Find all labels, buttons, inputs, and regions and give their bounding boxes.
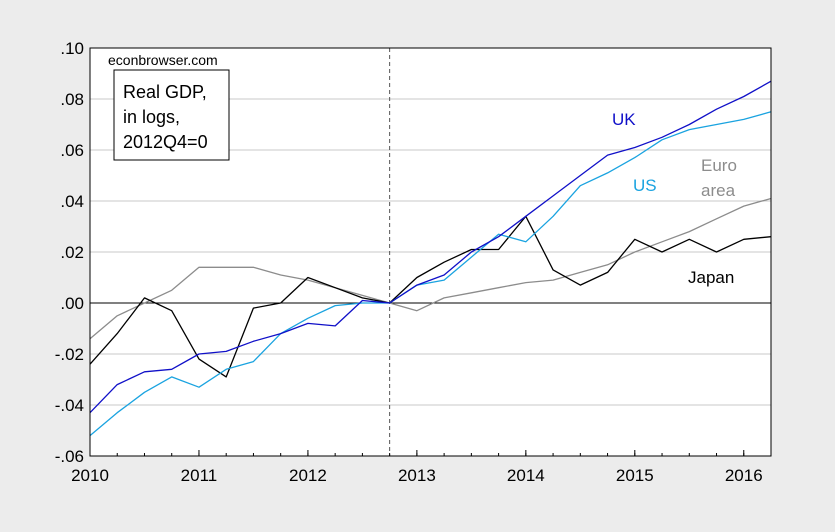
legend-box-line-2: in logs, xyxy=(123,107,180,127)
series-line-us xyxy=(89,111,772,437)
watermark: econbrowser.com xyxy=(108,52,218,68)
y-tick-label: .00 xyxy=(60,294,84,313)
x-tick-label: 2015 xyxy=(616,466,654,485)
series-label-euro-line-1: Euro xyxy=(701,156,737,175)
x-tick-label: 2012 xyxy=(289,466,327,485)
y-tick-label: -.04 xyxy=(55,396,84,415)
x-tick-label: 2013 xyxy=(398,466,436,485)
series-line-euro-area xyxy=(89,197,772,340)
series-line-uk xyxy=(89,80,772,414)
y-axis-ticks: .10 .08 .06 .04 .02 .00 -.02 -.04 -.06 xyxy=(55,39,84,466)
x-tick-label: 2011 xyxy=(181,466,218,485)
plot-frame xyxy=(89,47,772,457)
y-tick-label: .06 xyxy=(60,141,84,160)
legend-box-line-1: Real GDP, xyxy=(123,82,207,102)
y-tick-label: .10 xyxy=(60,39,84,58)
series-label-euro-line-2: area xyxy=(701,181,736,200)
x-tick-label: 2014 xyxy=(507,466,545,485)
legend-box-line-3: 2012Q4=0 xyxy=(123,132,208,152)
series-label-japan: Japan xyxy=(688,268,734,287)
series-layer xyxy=(89,80,772,437)
x-tick-label: 2016 xyxy=(725,466,763,485)
series-label-us: US xyxy=(633,176,657,195)
legend-box xyxy=(113,69,230,161)
series-label-uk: UK xyxy=(612,110,636,129)
y-tick-label: .02 xyxy=(60,243,84,262)
x-axis-ticks: 2010 2011 2012 2013 2014 2015 2016 xyxy=(71,450,772,485)
y-tick-label: .08 xyxy=(60,90,84,109)
y-tick-label: -.02 xyxy=(55,345,84,364)
y-tick-label: .04 xyxy=(60,192,84,211)
x-tick-label: 2010 xyxy=(71,466,109,485)
y-tick-label: -.06 xyxy=(55,447,84,466)
series-line-japan xyxy=(89,215,772,378)
